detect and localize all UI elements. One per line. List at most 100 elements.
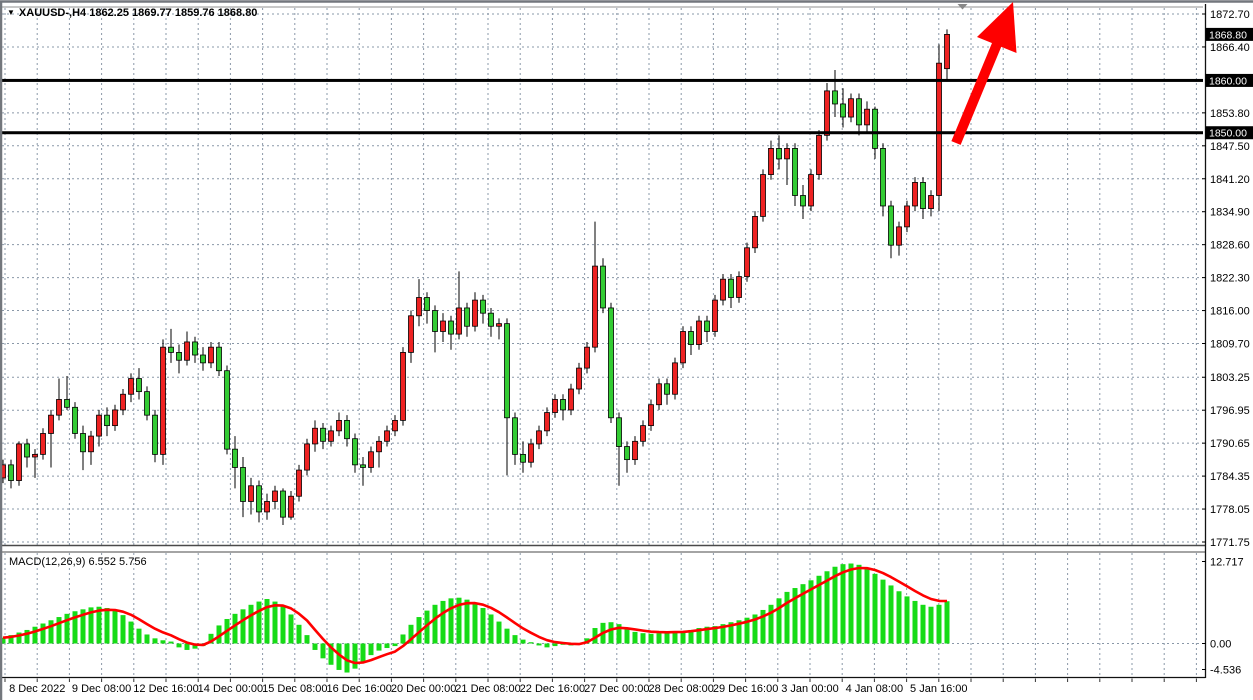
candle: [432, 310, 438, 332]
macd-bar: [512, 635, 518, 644]
macd-bar: [488, 614, 494, 644]
price-tick-label: 1828.60: [1210, 240, 1250, 252]
chart-title: XAUUSD-,H4 1862.25 1869.77 1859.76 1868.…: [18, 7, 258, 19]
candle: [640, 425, 646, 442]
price-tick-label: 1816.00: [1210, 306, 1250, 318]
horizontal-level-line: [2, 131, 1203, 135]
macd-bar: [400, 634, 406, 644]
macd-bar: [496, 621, 502, 644]
price-tick-label: 1796.95: [1210, 405, 1250, 417]
candle: [176, 352, 182, 361]
candle: [704, 320, 710, 332]
price-tick-label: 1809.70: [1210, 339, 1250, 351]
candle: [488, 312, 494, 327]
level-price-badge: 1850.00: [1205, 126, 1253, 140]
symbol-dropdown-icon[interactable]: ▼: [7, 8, 15, 17]
candle: [216, 346, 222, 372]
candle: [512, 417, 518, 455]
macd-bar: [120, 615, 126, 644]
macd-bar: [472, 602, 478, 644]
macd-bar: [264, 598, 270, 644]
candle: [48, 414, 54, 434]
candle: [896, 226, 902, 246]
macd-bar: [920, 604, 926, 644]
candle: [96, 414, 102, 437]
macd-bar: [88, 607, 94, 644]
candle: [72, 406, 78, 434]
macd-bar: [688, 629, 694, 644]
candle: [128, 378, 134, 395]
candle: [728, 278, 734, 298]
candle: [312, 427, 318, 445]
price-tick-label: 1834.90: [1210, 207, 1250, 219]
candle: [384, 430, 390, 442]
macd-bar: [936, 604, 942, 644]
macd-bar: [64, 613, 70, 644]
macd-bar: [432, 604, 438, 644]
candle: [584, 346, 590, 369]
macd-bar: [24, 629, 30, 644]
macd-bar: [184, 643, 190, 650]
candle: [720, 278, 726, 301]
time-label: 16 Dec 16:00: [326, 683, 391, 695]
macd-bar: [392, 643, 398, 647]
macd-bar: [136, 628, 142, 644]
candle: [296, 469, 302, 497]
candle: [24, 443, 30, 458]
candle: [264, 501, 270, 513]
macd-bar: [160, 640, 166, 644]
macd-bar: [192, 643, 198, 649]
macd-bar: [280, 606, 286, 644]
macd-bar: [800, 584, 806, 644]
candle: [648, 404, 654, 427]
candle: [752, 216, 758, 249]
price-tick-label: 1790.65: [1210, 438, 1250, 450]
candle: [536, 430, 542, 445]
macd-bar: [840, 564, 846, 644]
candle: [520, 453, 526, 463]
macd-bar: [248, 604, 254, 644]
macd-bar: [320, 643, 326, 659]
candle: [744, 247, 750, 277]
macd-bar: [528, 642, 534, 644]
macd-bar: [336, 643, 342, 670]
macd-bar: [792, 588, 798, 644]
macd-bar: [664, 632, 670, 644]
candle: [16, 443, 22, 481]
macd-bar: [328, 643, 334, 665]
candle: [872, 108, 878, 149]
candle: [88, 435, 94, 453]
macd-tick-label: 0.00: [1210, 639, 1231, 651]
candle: [544, 412, 550, 432]
candle: [56, 399, 62, 416]
candles-layer: [0, 29, 950, 526]
candle: [624, 446, 630, 461]
candle: [360, 464, 366, 468]
macd-histogram-layer: [0, 563, 950, 673]
chart-shift-marker-icon: [957, 4, 968, 10]
candle: [496, 323, 502, 327]
macd-bar: [464, 599, 470, 644]
macd-bar: [776, 598, 782, 644]
macd-bar: [376, 643, 382, 651]
candle: [240, 467, 246, 502]
macd-bar: [0, 637, 6, 644]
candle: [768, 148, 774, 175]
price-tick-label: 1822.30: [1210, 273, 1250, 285]
candle: [792, 148, 798, 196]
macd-bar: [232, 613, 238, 644]
candle: [144, 391, 150, 416]
candle: [424, 297, 430, 311]
candle: [104, 414, 110, 427]
candle: [920, 182, 926, 209]
candle: [928, 195, 934, 209]
macd-bar: [672, 631, 678, 644]
price-tick-label: 1778.05: [1210, 504, 1250, 516]
price-tick-label: 1784.35: [1210, 471, 1250, 483]
candle: [944, 33, 950, 70]
macd-bar: [352, 643, 358, 669]
macd-bar: [80, 609, 86, 644]
candle: [904, 205, 910, 228]
candle: [680, 331, 686, 364]
